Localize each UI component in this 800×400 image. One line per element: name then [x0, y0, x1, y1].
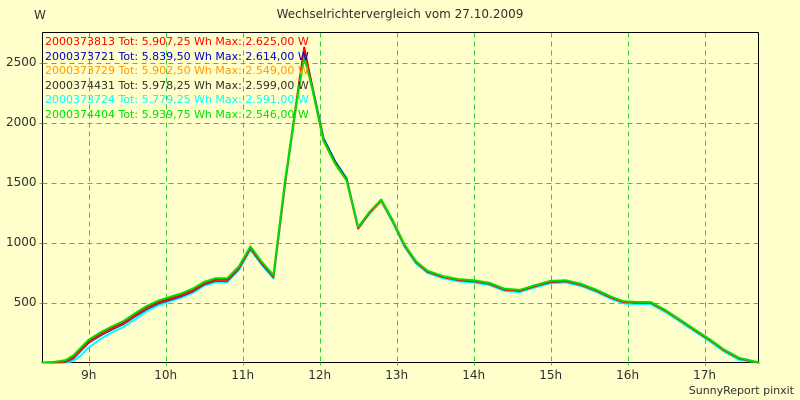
y-axis-unit-label: W	[34, 8, 46, 22]
data-series-layer	[41, 46, 760, 364]
series-line-2000374404	[41, 55, 760, 364]
chart-title: Wechselrichtervergleich vom 27.10.2009	[276, 7, 524, 21]
legend-item-2000374404: 2000374404 Tot: 5.939,75 Wh Max: 2.546,0…	[45, 108, 309, 123]
x-tick-label: 11h	[231, 367, 255, 382]
footer-credit: SunnyReport pinxit	[688, 384, 794, 397]
y-tick-label: 1500	[5, 174, 37, 189]
legend: 2000373813 Tot: 5.907,25 Wh Max: 2.625,0…	[45, 35, 309, 123]
x-tick-label: 16h	[616, 367, 640, 382]
legend-item-2000374431: 2000374431 Tot: 5.978,25 Wh Max: 2.599,0…	[45, 79, 309, 94]
y-tick-label: 500	[13, 294, 37, 309]
x-tick-label: 12h	[308, 367, 332, 382]
legend-item-label: 2000374431 Tot: 5.978,25 Wh Max: 2.599,0…	[45, 78, 309, 92]
x-tick-label: 10h	[154, 367, 178, 382]
y-tick-label: 2500	[5, 54, 37, 69]
legend-item-2000373813: 2000373813 Tot: 5.907,25 Wh Max: 2.625,0…	[45, 35, 309, 50]
legend-item-2000373721: 2000373721 Tot: 5.839,50 Wh Max: 2.614,0…	[45, 50, 309, 65]
legend-item-label: 2000373724 Tot: 5.779,25 Wh Max: 2.591,0…	[45, 93, 309, 107]
x-tick-label: 17h	[693, 367, 717, 382]
x-tick-label: 15h	[539, 367, 563, 382]
x-tick-label: 13h	[385, 367, 409, 382]
x-tick-label: 9h	[81, 367, 97, 382]
y-tick-label: 1000	[5, 234, 37, 249]
legend-item-2000373729: 2000373729 Tot: 5.902,50 Wh Max: 2.549,0…	[45, 64, 309, 79]
axis-frame	[39, 32, 759, 366]
legend-item-2000373724: 2000373724 Tot: 5.779,25 Wh Max: 2.591,0…	[45, 93, 309, 108]
legend-item-label: 2000373813 Tot: 5.907,25 Wh Max: 2.625,0…	[45, 35, 309, 48]
legend-item-label: 2000373729 Tot: 5.902,50 Wh Max: 2.549,0…	[45, 64, 309, 78]
x-tick-label: 14h	[462, 367, 486, 382]
y-tick-label: 2000	[5, 114, 37, 129]
legend-item-label: 2000373721 Tot: 5.839,50 Wh Max: 2.614,0…	[45, 49, 309, 63]
legend-item-label: 2000374404 Tot: 5.939,75 Wh Max: 2.546,0…	[45, 107, 309, 121]
